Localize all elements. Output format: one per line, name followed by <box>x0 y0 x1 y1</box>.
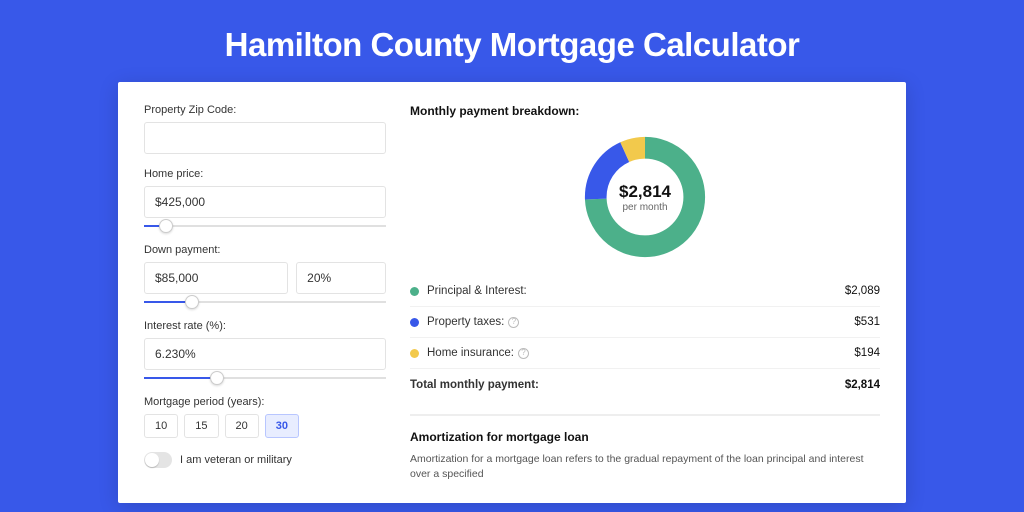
legend-total-row: Total monthly payment: $2,814 <box>410 368 880 400</box>
legend-amount: $194 <box>854 347 880 359</box>
legend-row: Principal & Interest:$2,089 <box>410 276 880 306</box>
legend-amount: $2,089 <box>845 285 880 297</box>
legend-dot-icon <box>410 287 419 296</box>
total-label: Total monthly payment: <box>410 379 845 391</box>
legend: Principal & Interest:$2,089Property taxe… <box>410 276 880 368</box>
rate-slider[interactable] <box>144 374 386 382</box>
period-30[interactable]: 30 <box>265 414 299 438</box>
down-field: Down payment: <box>144 244 386 306</box>
slider-handle[interactable] <box>210 371 224 385</box>
period-10[interactable]: 10 <box>144 414 178 438</box>
veteran-toggle[interactable] <box>144 452 172 468</box>
amortization-block: Amortization for mortgage loan Amortizat… <box>410 414 880 481</box>
legend-label: Principal & Interest: <box>427 285 845 297</box>
legend-row: Property taxes:?$531 <box>410 306 880 337</box>
inputs-column: Property Zip Code: Home price: Down paym… <box>144 104 386 481</box>
page-title: Hamilton County Mortgage Calculator <box>0 0 1024 82</box>
price-input[interactable] <box>144 186 386 218</box>
legend-row: Home insurance:?$194 <box>410 337 880 368</box>
down-amount-input[interactable] <box>144 262 288 294</box>
down-slider[interactable] <box>144 298 386 306</box>
down-percent-input[interactable] <box>296 262 386 294</box>
amortization-title: Amortization for mortgage loan <box>410 430 880 444</box>
legend-dot-icon <box>410 318 419 327</box>
amortization-text: Amortization for a mortgage loan refers … <box>410 452 880 481</box>
rate-input[interactable] <box>144 338 386 370</box>
info-icon[interactable]: ? <box>518 348 529 359</box>
breakdown-column: Monthly payment breakdown: $2,814 per mo… <box>410 104 880 481</box>
total-amount: $2,814 <box>845 379 880 391</box>
period-15[interactable]: 15 <box>184 414 218 438</box>
rate-field: Interest rate (%): <box>144 320 386 382</box>
zip-field: Property Zip Code: <box>144 104 386 154</box>
monthly-sub: per month <box>622 202 667 213</box>
legend-label: Property taxes:? <box>427 316 854 328</box>
veteran-label: I am veteran or military <box>180 454 292 466</box>
period-label: Mortgage period (years): <box>144 396 386 408</box>
price-field: Home price: <box>144 168 386 230</box>
slider-handle[interactable] <box>185 295 199 309</box>
slider-handle[interactable] <box>159 219 173 233</box>
period-20[interactable]: 20 <box>225 414 259 438</box>
calculator-card: Property Zip Code: Home price: Down paym… <box>118 82 906 503</box>
zip-input[interactable] <box>144 122 386 154</box>
breakdown-heading: Monthly payment breakdown: <box>410 104 880 118</box>
legend-label: Home insurance:? <box>427 347 854 359</box>
legend-dot-icon <box>410 349 419 358</box>
down-label: Down payment: <box>144 244 386 256</box>
period-row: 1015 2030 <box>144 414 386 438</box>
veteran-row: I am veteran or military <box>144 452 386 468</box>
period-field: Mortgage period (years): 1015 2030 <box>144 396 386 438</box>
price-slider[interactable] <box>144 222 386 230</box>
price-label: Home price: <box>144 168 386 180</box>
donut-chart: $2,814 per month <box>410 128 880 276</box>
rate-label: Interest rate (%): <box>144 320 386 332</box>
monthly-value: $2,814 <box>619 182 671 202</box>
info-icon[interactable]: ? <box>508 317 519 328</box>
legend-amount: $531 <box>854 316 880 328</box>
zip-label: Property Zip Code: <box>144 104 386 116</box>
